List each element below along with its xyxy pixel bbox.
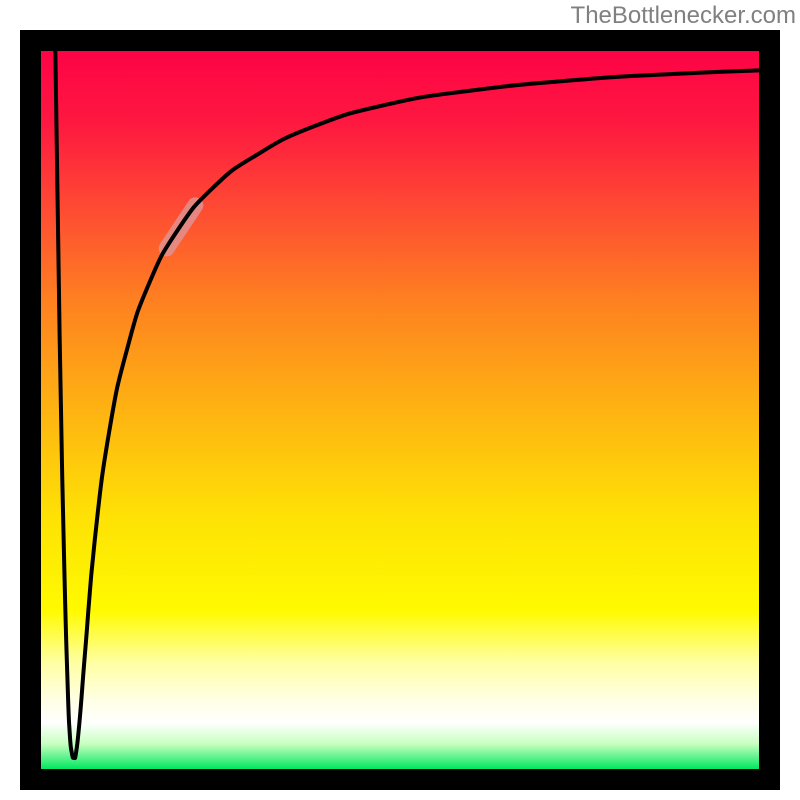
figure-container: TheBottlenecker.com [0,0,800,800]
watermark-text: TheBottlenecker.com [571,2,796,30]
plot-background [41,51,759,769]
plot-svg [20,30,780,790]
